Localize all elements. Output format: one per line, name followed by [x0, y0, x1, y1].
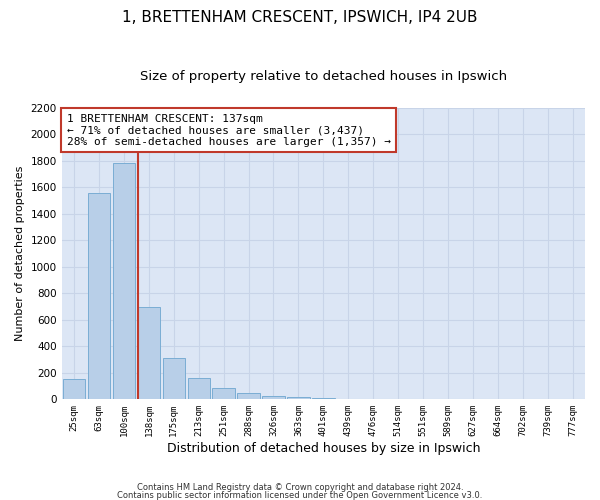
- Bar: [337, 398, 359, 400]
- Bar: [163, 358, 185, 400]
- Bar: [212, 388, 235, 400]
- Bar: [362, 398, 385, 400]
- X-axis label: Distribution of detached houses by size in Ipswich: Distribution of detached houses by size …: [167, 442, 480, 455]
- Bar: [88, 192, 110, 400]
- Title: Size of property relative to detached houses in Ipswich: Size of property relative to detached ho…: [140, 70, 507, 83]
- Bar: [188, 378, 210, 400]
- Bar: [238, 394, 260, 400]
- Bar: [63, 379, 85, 400]
- Bar: [262, 396, 285, 400]
- Bar: [137, 306, 160, 400]
- Bar: [287, 397, 310, 400]
- Bar: [312, 398, 335, 400]
- Text: 1 BRETTENHAM CRESCENT: 137sqm
← 71% of detached houses are smaller (3,437)
28% o: 1 BRETTENHAM CRESCENT: 137sqm ← 71% of d…: [67, 114, 391, 147]
- Text: Contains public sector information licensed under the Open Government Licence v3: Contains public sector information licen…: [118, 490, 482, 500]
- Text: 1, BRETTENHAM CRESCENT, IPSWICH, IP4 2UB: 1, BRETTENHAM CRESCENT, IPSWICH, IP4 2UB: [122, 10, 478, 25]
- Text: Contains HM Land Registry data © Crown copyright and database right 2024.: Contains HM Land Registry data © Crown c…: [137, 484, 463, 492]
- Y-axis label: Number of detached properties: Number of detached properties: [15, 166, 25, 341]
- Bar: [113, 164, 135, 400]
